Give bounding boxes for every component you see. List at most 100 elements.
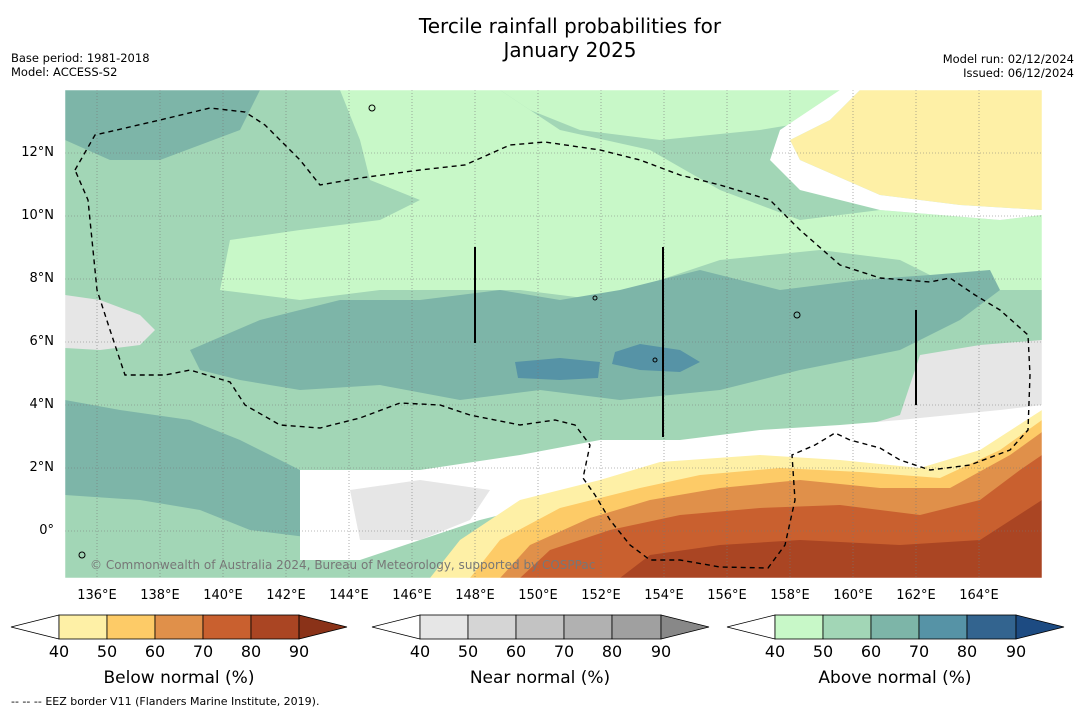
cb-above-tick-40: 40	[764, 642, 786, 661]
lat-label-8n: 8°N	[29, 271, 55, 286]
cb-above-bin-2	[822, 614, 872, 640]
eez-legend-text: EEZ border V11 (Flanders Marine Institut…	[45, 695, 320, 708]
lon-label-150e: 150°E	[518, 588, 558, 603]
nw-darker-region	[65, 90, 260, 160]
lon-label-142e: 142°E	[266, 588, 306, 603]
below-normal-80	[620, 500, 1042, 578]
island-2	[793, 311, 801, 319]
cb-below-extend-high	[298, 614, 348, 640]
island-3	[592, 295, 598, 301]
sw-teal-region	[65, 400, 340, 540]
light-green-band	[220, 90, 1042, 300]
cb-below-bin-1	[58, 614, 108, 640]
cb-below-bin-2	[106, 614, 156, 640]
colorbar-above	[726, 614, 1065, 640]
cb-near-tick-70: 70	[553, 642, 575, 661]
cb-below-extend-low	[10, 614, 60, 640]
cb-near-tick-40: 40	[409, 642, 431, 661]
cb-above-extend-low	[726, 614, 776, 640]
eez-border	[74, 107, 1031, 569]
cb-below-tick-50: 50	[96, 642, 118, 661]
cb-near-bin-2	[467, 614, 517, 640]
lon-label-144e: 144°E	[329, 588, 369, 603]
cb-below-tick-60: 60	[144, 642, 166, 661]
cb-near-bin-3	[515, 614, 565, 640]
cb-below-bin-4	[202, 614, 252, 640]
colorbar-near	[371, 614, 710, 640]
cb-below-bin-3	[154, 614, 204, 640]
island-5	[78, 551, 86, 559]
cb-near-tick-60: 60	[505, 642, 527, 661]
meta-right: Model run: 02/12/2024 Issued: 06/12/2024	[943, 52, 1074, 80]
lon-label-148e: 148°E	[455, 588, 495, 603]
lon-label-146e: 146°E	[392, 588, 432, 603]
cb-near-bin-4	[563, 614, 613, 640]
colorbar-below	[10, 614, 348, 640]
cb-near-tick-50: 50	[457, 642, 479, 661]
copyright-text: © Commonwealth of Australia 2024, Bureau…	[90, 558, 596, 572]
lon-label-158e: 158°E	[770, 588, 810, 603]
north-light-green	[500, 90, 840, 140]
lon-label-136e: 136°E	[77, 588, 117, 603]
cb-near-extend-high	[660, 614, 710, 640]
cb-below-tick-90: 90	[288, 642, 310, 661]
lon-label-160e: 160°E	[833, 588, 873, 603]
map-frame	[64, 89, 1043, 579]
cb-above-bin-4	[918, 614, 968, 640]
title-line-2: January 2025	[503, 38, 637, 62]
teal-central-band	[190, 270, 1000, 400]
lon-label-164e: 164°E	[959, 588, 999, 603]
cb-near-tick-90: 90	[650, 642, 672, 661]
cb-above-tick-60: 60	[860, 642, 882, 661]
cb-near-tick-80: 80	[601, 642, 623, 661]
cb-above-bin-5	[966, 614, 1017, 640]
cb-above-extend-high	[1015, 614, 1065, 640]
rainfall-probability-field	[65, 90, 1042, 578]
cb-below-tick-80: 80	[240, 642, 262, 661]
lat-label-6n: 6°N	[29, 334, 55, 349]
south-near-normal	[350, 480, 490, 540]
base-period: Base period: 1981-2018	[11, 51, 150, 65]
cb-near-title: Near normal (%)	[469, 668, 611, 688]
cb-above-bin-1	[774, 614, 824, 640]
graticule	[65, 90, 1042, 578]
eez-dash-symbol: -- -- --	[11, 695, 42, 708]
west-near-normal	[65, 295, 155, 350]
cb-above-tick-80: 80	[956, 642, 978, 661]
island-4	[652, 357, 658, 363]
island-1	[368, 104, 376, 112]
lat-label-12n: 12°N	[21, 145, 54, 160]
cb-above-tick-70: 70	[908, 642, 930, 661]
lat-label-2n: 2°N	[29, 460, 55, 475]
model-run: Model run: 02/12/2024	[942, 52, 1074, 66]
cb-below-tick-40: 40	[48, 642, 70, 661]
cb-near-bin-1	[419, 614, 469, 640]
cb-above-tick-50: 50	[812, 642, 834, 661]
lon-label-140e: 140°E	[203, 588, 243, 603]
cb-above-bin-3	[870, 614, 920, 640]
lat-label-4n: 4°N	[29, 397, 55, 412]
title-line-1: Tercile rainfall probabilities for	[418, 14, 722, 38]
model-name: Model: ACCESS-S2	[11, 65, 118, 79]
dark-patch-1	[515, 358, 600, 380]
cb-below-tick-70: 70	[192, 642, 214, 661]
footer-legend: -- -- -- EEZ border V11 (Flanders Marine…	[11, 695, 319, 708]
cb-below-title: Below normal (%)	[103, 668, 255, 688]
cb-near-bin-5	[611, 614, 662, 640]
cb-below-bin-5	[250, 614, 300, 640]
lat-label-10n: 10°N	[21, 208, 54, 223]
lon-label-154e: 154°E	[644, 588, 684, 603]
lon-label-152e: 152°E	[581, 588, 621, 603]
issued-date: Issued: 06/12/2024	[963, 66, 1074, 80]
map-title: Tercile rainfall probabilities for Janua…	[0, 14, 1085, 62]
lon-label-138e: 138°E	[140, 588, 180, 603]
islands	[78, 104, 801, 559]
cb-above-tick-90: 90	[1005, 642, 1027, 661]
cb-near-extend-low	[371, 614, 421, 640]
cb-above-title: Above normal (%)	[818, 668, 972, 688]
lat-label-0: 0°	[39, 523, 54, 538]
lon-label-156e: 156°E	[707, 588, 747, 603]
south-white-belt	[300, 405, 1042, 560]
ne-white-fringe	[770, 90, 1042, 220]
